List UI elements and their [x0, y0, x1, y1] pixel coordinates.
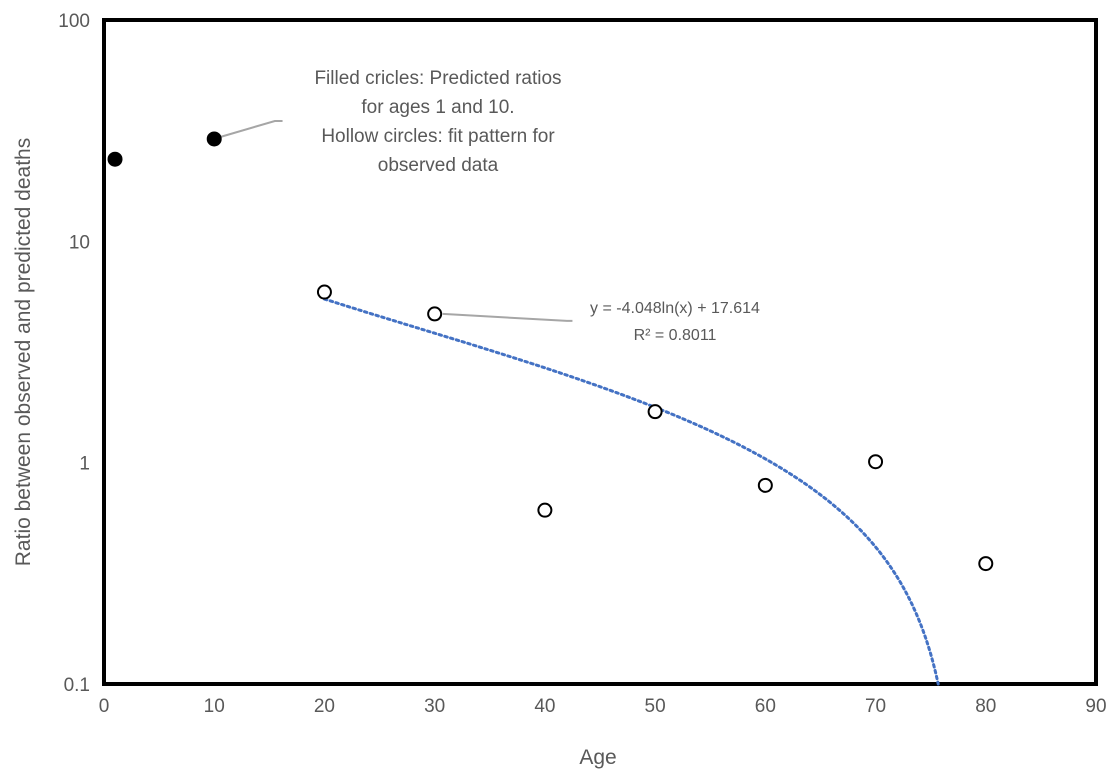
y-tick-label: 10: [69, 232, 90, 253]
data-point-hollow: [757, 477, 773, 493]
y-tick-label: 1: [79, 454, 90, 475]
data-point-hollow: [537, 502, 553, 518]
x-tick-label: 50: [645, 696, 666, 717]
annotation-text: Filled cricles: Predicted ratios for age…: [314, 68, 561, 176]
data-point-hollow: [427, 306, 443, 322]
annotation-line-4: observed data: [378, 155, 499, 176]
data-point-hollow: [978, 556, 994, 572]
plot-frame: [102, 18, 1098, 686]
x-tick-label: 30: [424, 696, 445, 717]
y-tick-label: 100: [58, 11, 90, 32]
trendline-label: y = -4.048ln(x) + 17.614 R² = 0.8011: [590, 300, 760, 344]
trendline-equation: y = -4.048ln(x) + 17.614: [590, 300, 760, 317]
annotation-leader-line: [219, 119, 283, 138]
annotation-line-3: Hollow circles: fit pattern for: [321, 126, 555, 147]
trendline-layer: [322, 297, 940, 686]
x-tick-label: 80: [975, 696, 996, 717]
x-tick-label: 0: [99, 696, 110, 717]
annotation-line-2: for ages 1 and 10.: [361, 97, 514, 118]
trendline: [322, 297, 940, 686]
data-point-hollow: [868, 454, 884, 470]
data-point-filled: [206, 131, 222, 147]
y-axis-title: Ratio between observed and predicted dea…: [12, 138, 35, 566]
data-point-hollow: [316, 284, 332, 300]
x-tick-label: 90: [1085, 696, 1106, 717]
x-axis-title: Age: [579, 746, 616, 769]
axes: [102, 18, 1098, 686]
x-tick-label: 40: [534, 696, 555, 717]
data-point-filled: [107, 151, 123, 167]
data-points: [107, 131, 994, 572]
trendline-r2: R² = 0.8011: [634, 327, 717, 344]
x-tick-label: 10: [204, 696, 225, 717]
leader-lines: [219, 119, 573, 322]
trendline-label-leader-line: [442, 312, 573, 322]
x-tick-label: 70: [865, 696, 886, 717]
y-tick-label: 0.1: [64, 675, 90, 696]
tick-labels: 0 10 20 30 40 50 60 70 80 90 0.1 1 10 100: [58, 11, 1106, 717]
data-point-hollow: [647, 404, 663, 420]
x-tick-label: 20: [314, 696, 335, 717]
annotation-line-1: Filled cricles: Predicted ratios: [314, 68, 561, 89]
x-tick-label: 60: [755, 696, 776, 717]
